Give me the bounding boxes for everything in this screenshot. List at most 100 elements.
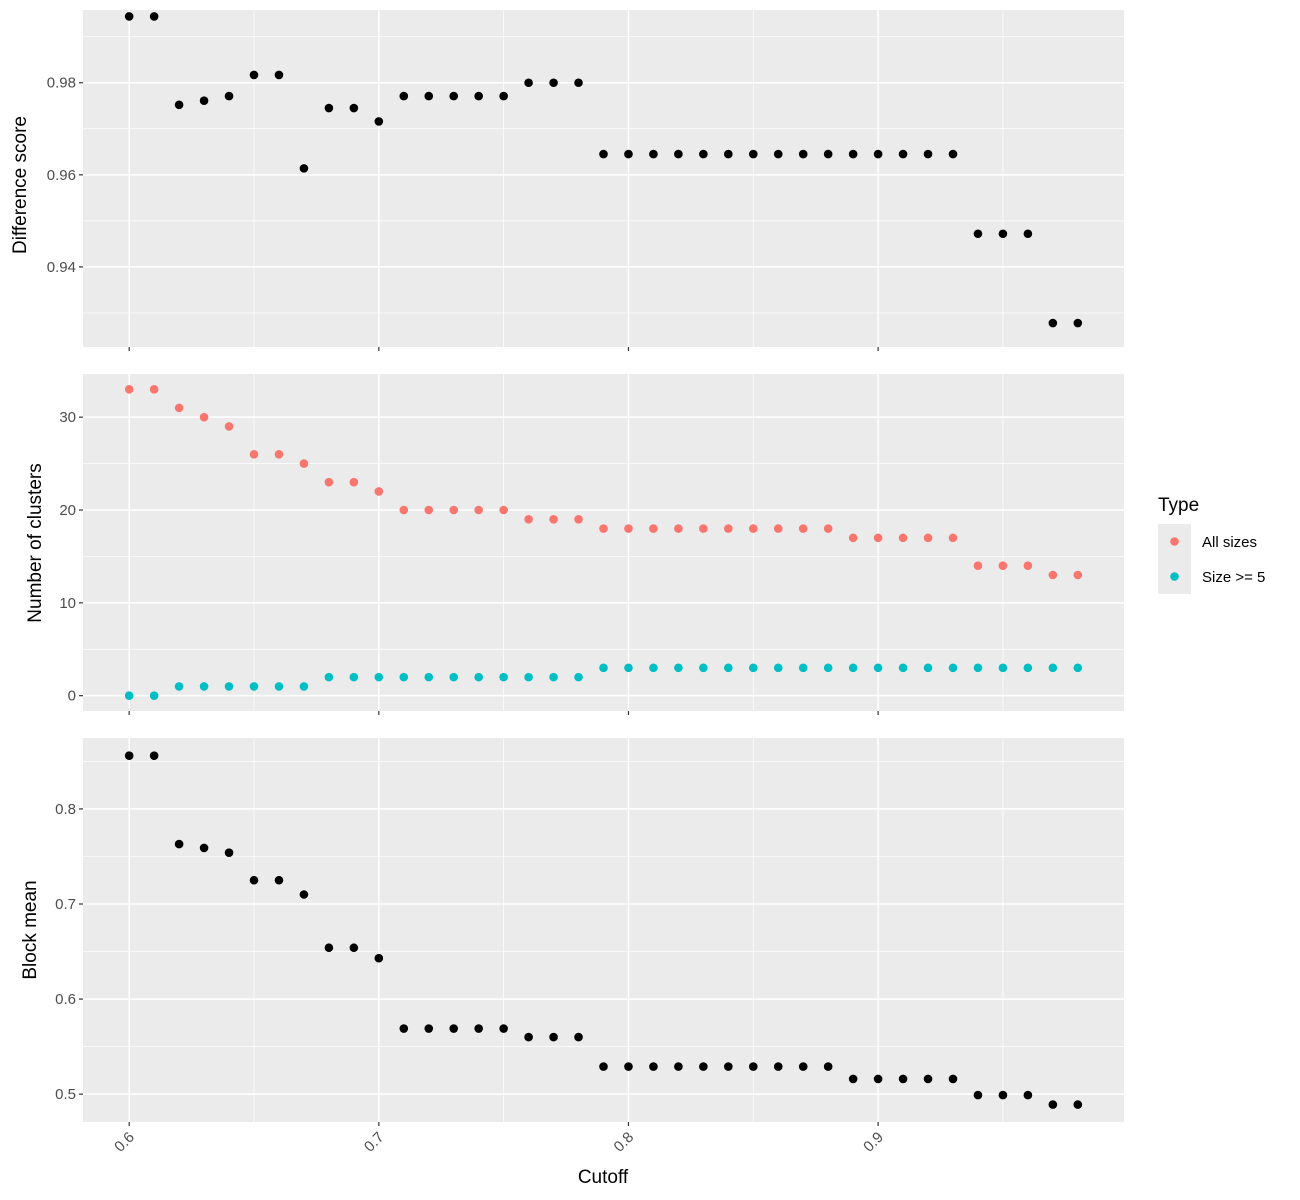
data-point-difference-score: [724, 149, 733, 159]
data-point-difference-score: [1073, 318, 1083, 328]
data-point-difference-score: [399, 91, 409, 101]
data-point-difference-score: [848, 149, 858, 159]
data-point-size-5: [499, 672, 508, 682]
data-point-block-mean: [948, 1074, 958, 1084]
data-point-size-5: [199, 682, 209, 691]
data-point-block-mean: [748, 1062, 758, 1071]
legend-key-all-sizes: [1170, 537, 1179, 546]
data-point-difference-score: [873, 149, 883, 159]
data-point-block-mean: [124, 751, 134, 760]
data-point-all-sizes: [274, 450, 284, 459]
data-point-size-5: [424, 672, 434, 682]
data-point-block-mean: [474, 1024, 483, 1033]
data-point-size-5: [524, 672, 533, 682]
data-point-difference-score: [174, 100, 184, 110]
data-point-block-mean: [324, 943, 334, 953]
data-point-block-mean: [149, 751, 159, 760]
data-point-size-5: [599, 663, 608, 673]
data-point-all-sizes: [199, 412, 209, 422]
data-point-difference-score: [674, 149, 683, 159]
data-point-block-mean: [699, 1062, 708, 1071]
data-point-block-mean: [399, 1024, 409, 1033]
data-point-block-mean: [898, 1074, 908, 1084]
data-point-block-mean: [499, 1024, 508, 1033]
data-point-difference-score: [574, 78, 583, 88]
data-point-difference-score: [149, 12, 159, 21]
data-point-block-mean: [199, 843, 209, 853]
data-point-block-mean: [649, 1062, 658, 1071]
data-point-block-mean: [549, 1032, 558, 1042]
data-point-size-5: [773, 663, 783, 673]
panel-background-difference-score: [83, 10, 1124, 347]
data-point-difference-score: [898, 149, 908, 159]
data-point-size-5: [224, 682, 234, 691]
data-point-size-5: [649, 663, 658, 673]
data-point-size-5: [474, 672, 483, 682]
data-point-all-sizes: [524, 514, 533, 524]
data-point-size-5: [848, 663, 858, 673]
data-point-all-sizes: [848, 533, 858, 543]
data-point-all-sizes: [349, 477, 359, 487]
data-point-all-sizes: [898, 533, 908, 543]
data-point-difference-score: [224, 91, 234, 101]
data-point-block-mean: [424, 1024, 434, 1033]
data-point-block-mean: [773, 1062, 783, 1071]
panel-number-of-clusters: 0 10 20 30: [59, 374, 1124, 715]
y-tick-label: 0: [68, 688, 76, 705]
data-point-difference-score: [249, 70, 259, 80]
data-point-all-sizes: [948, 533, 958, 543]
x-axis-title: Cutoff: [578, 1167, 629, 1188]
panel-difference-score: 0.94 0.96 0.98: [47, 10, 1124, 351]
data-point-all-sizes: [599, 524, 608, 533]
data-point-size-5: [674, 663, 683, 673]
data-point-size-5: [898, 663, 908, 673]
panel-background-block-mean: [83, 738, 1124, 1122]
data-point-difference-score: [124, 12, 134, 21]
data-point-size-5: [124, 691, 134, 700]
data-point-all-sizes: [474, 505, 483, 515]
data-point-difference-score: [699, 149, 708, 159]
y-tick-label: 0.5: [55, 1086, 76, 1103]
data-point-all-sizes: [324, 477, 334, 487]
data-point-difference-score: [524, 78, 533, 88]
data-point-size-5: [149, 691, 159, 700]
data-point-difference-score: [798, 149, 808, 159]
data-point-difference-score: [923, 149, 933, 159]
data-point-size-5: [948, 663, 958, 673]
data-point-block-mean: [449, 1024, 459, 1033]
data-point-size-5: [349, 672, 359, 682]
data-point-all-sizes: [574, 514, 583, 524]
data-point-size-5: [399, 672, 409, 682]
data-point-difference-score: [474, 91, 483, 101]
data-point-all-sizes: [699, 524, 708, 533]
data-point-all-sizes: [374, 487, 384, 496]
data-point-all-sizes: [1048, 570, 1058, 580]
data-point-difference-score: [349, 103, 359, 113]
data-point-difference-score: [624, 149, 633, 159]
data-point-size-5: [624, 663, 633, 673]
data-point-difference-score: [324, 103, 334, 113]
data-point-block-mean: [524, 1032, 533, 1042]
data-point-size-5: [798, 663, 808, 673]
data-point-block-mean: [724, 1062, 733, 1071]
data-point-difference-score: [424, 91, 434, 101]
data-point-block-mean: [249, 875, 259, 885]
data-point-all-sizes: [649, 524, 658, 533]
data-point-block-mean: [1073, 1100, 1083, 1109]
data-point-block-mean: [349, 943, 359, 953]
data-point-all-sizes: [923, 533, 933, 543]
data-point-size-5: [748, 663, 758, 673]
data-point-size-5: [973, 663, 983, 673]
data-point-difference-score: [599, 149, 608, 159]
y-tick-label: 30: [59, 409, 76, 426]
data-point-all-sizes: [773, 524, 783, 533]
y-tick-label: 0.98: [47, 75, 76, 92]
data-point-block-mean: [674, 1062, 683, 1071]
data-point-block-mean: [798, 1062, 808, 1071]
data-point-difference-score: [199, 96, 209, 105]
data-point-block-mean: [624, 1062, 633, 1071]
y-axis-title-difference-score: Difference score: [10, 116, 31, 254]
data-point-size-5: [923, 663, 933, 673]
data-point-block-mean: [1023, 1090, 1033, 1100]
